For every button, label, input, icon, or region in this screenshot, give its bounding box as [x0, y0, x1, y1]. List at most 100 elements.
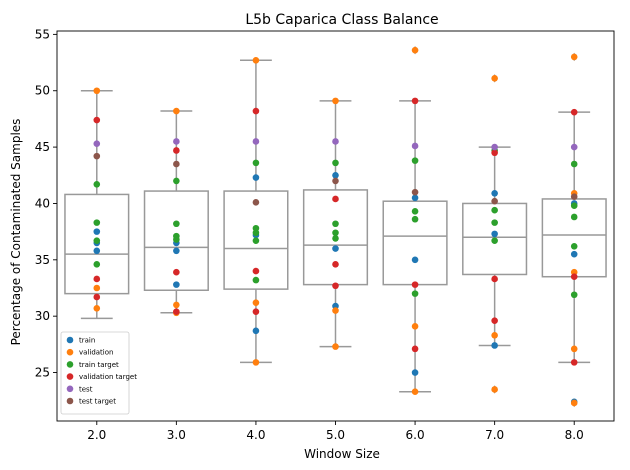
y-tick-label-35: 35 — [35, 253, 50, 267]
point-train-target-6.0-2 — [411, 215, 419, 223]
point-train-target-2.0-2 — [93, 237, 101, 244]
point-train-target-5.0-2 — [332, 229, 339, 237]
point-validation-target-8.0-0 — [570, 108, 578, 116]
point-train-5.0-1 — [332, 302, 339, 310]
point-test-target-3.0-0 — [173, 160, 180, 168]
point-validation-target-7.0-2 — [491, 317, 498, 324]
legend-label-validation: validation — [79, 349, 113, 357]
point-train-target-2.0-1 — [93, 219, 101, 226]
point-train-5.0-0 — [332, 171, 339, 179]
point-train-7.0-1 — [491, 230, 498, 238]
point-validation-target-6.0-0 — [411, 97, 419, 105]
x-tick-label-7.0: 7.0 — [485, 428, 504, 442]
x-tick-label-6.0: 6.0 — [406, 428, 425, 442]
point-test-2.0-0 — [93, 140, 101, 148]
point-train-target-8.0-2 — [570, 213, 578, 221]
point-train-target-8.0-1 — [570, 202, 578, 210]
point-train-target-6.0-0 — [411, 157, 419, 164]
point-train-8.0-1 — [570, 250, 578, 258]
point-train-4.0-1 — [252, 327, 260, 335]
plot-area: 25 30 35 40 45 50 55 2.0 3.0 4.0 5.0 6.0 7.0 8.0 — [35, 27, 615, 442]
point-train-target-7.0-3 — [491, 237, 498, 244]
point-test-target-4.0-0 — [252, 199, 260, 206]
x-tick-label-2.0: 2.0 — [87, 428, 106, 442]
point-train-target-5.0-1 — [332, 220, 339, 228]
legend-marker-train-target — [66, 361, 74, 368]
point-validation-target-7.0-1 — [491, 275, 498, 283]
point-train-target-3.0-1 — [173, 220, 180, 228]
y-axis-label: Percentage of Contaminated Samples — [9, 119, 23, 346]
point-validation-4.0-1 — [252, 299, 260, 306]
x-tick-label-5.0: 5.0 — [326, 428, 345, 442]
point-validation-target-3.0-2 — [173, 308, 180, 315]
point-test-5.0-0 — [332, 138, 339, 145]
y-tick-label-55: 55 — [35, 27, 50, 41]
x-axis-label: Window Size — [304, 447, 380, 461]
point-validation-2.0-1 — [93, 284, 101, 292]
point-validation-5.0-1 — [332, 307, 339, 314]
point-test-target-6.0-0 — [411, 188, 419, 196]
point-validation-2.0-0 — [93, 87, 101, 95]
point-validation-target-2.0-0 — [93, 116, 101, 124]
point-train-target-5.0-3 — [332, 235, 339, 242]
point-test-target-7.0-0 — [491, 197, 498, 205]
point-train-target-8.0-3 — [570, 242, 578, 250]
point-train-target-4.0-2 — [252, 229, 260, 237]
point-train-6.0-1 — [411, 256, 419, 264]
point-train-target-4.0-1 — [252, 224, 260, 232]
point-validation-target-8.0-2 — [570, 359, 578, 366]
y-tick-label-40: 40 — [35, 196, 50, 210]
legend-frame — [60, 331, 130, 415]
point-validation-6.0-0 — [411, 46, 419, 54]
point-train-target-6.0-1 — [411, 208, 419, 215]
point-validation-target-6.0-1 — [411, 281, 419, 288]
point-validation-target-4.0-1 — [252, 267, 260, 275]
point-train-target-3.0-0 — [173, 177, 180, 185]
point-validation-3.0-1 — [173, 301, 180, 309]
point-test-7.0-0 — [491, 143, 498, 151]
point-train-target-3.0-3 — [173, 236, 180, 243]
x-tick-label-4.0: 4.0 — [246, 428, 265, 442]
point-train-6.0-2 — [411, 369, 419, 376]
point-train-3.0-2 — [173, 247, 180, 255]
point-validation-7.0-0 — [491, 75, 498, 82]
point-validation-3.0-0 — [173, 107, 180, 115]
point-test-3.0-0 — [173, 138, 180, 145]
x-tick-label-3.0: 3.0 — [167, 428, 186, 442]
point-train-target-6.0-3 — [411, 290, 419, 297]
point-train-3.0-0 — [173, 281, 180, 288]
point-train-7.0-0 — [491, 190, 498, 197]
legend-marker-validation-target — [66, 373, 74, 380]
point-validation-5.0-2 — [332, 343, 339, 350]
legend-label-validation-target: validation target — [79, 373, 137, 381]
point-train-target-7.0-2 — [491, 219, 498, 226]
point-validation-8.0-2 — [570, 399, 578, 407]
point-train-target-7.0-1 — [491, 206, 498, 214]
point-train-target-4.0-0 — [252, 159, 260, 167]
point-validation-4.0-0 — [252, 57, 260, 64]
point-validation-target-4.0-2 — [252, 308, 260, 315]
legend-label-test: test — [79, 385, 93, 393]
box-8.0 — [541, 198, 607, 278]
point-test-4.0-0 — [252, 138, 260, 145]
legend-label-test-target: test target — [79, 398, 116, 406]
point-validation-target-3.0-1 — [173, 268, 180, 276]
point-train-target-8.0-0 — [570, 160, 578, 168]
point-train-target-2.0-0 — [93, 180, 101, 188]
point-validation-target-3.0-0 — [173, 147, 180, 154]
point-validation-target-2.0-2 — [93, 293, 101, 301]
chart-title: L5b Caparica Class Balance — [245, 12, 438, 28]
legend: train validation train target validation ta… — [60, 331, 137, 415]
point-validation-target-5.0-2 — [332, 282, 339, 290]
point-validation-8.0-1 — [570, 268, 578, 276]
y-tick-label-45: 45 — [35, 140, 50, 154]
legend-label-train-target: train target — [79, 361, 119, 369]
point-validation-7.0-2 — [491, 386, 498, 393]
point-validation-target-4.0-0 — [252, 107, 260, 115]
box-2.0 — [64, 193, 130, 295]
point-validation-2.0-2 — [93, 304, 101, 312]
point-train-4.0-0 — [252, 174, 260, 181]
box-3.0 — [143, 190, 209, 291]
point-train-6.0-0 — [411, 194, 419, 202]
point-validation-6.0-1 — [411, 323, 419, 330]
